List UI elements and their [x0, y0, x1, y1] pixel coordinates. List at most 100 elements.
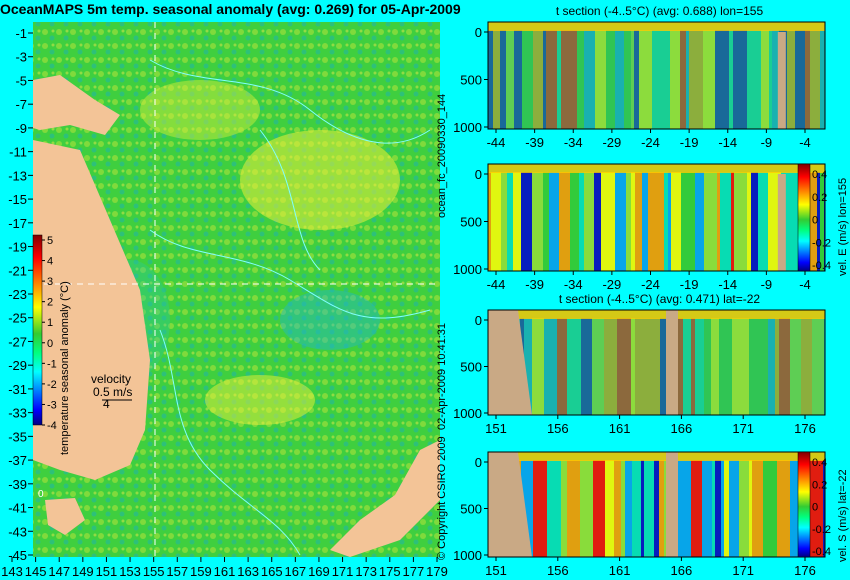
- section-x-tick-label: 166: [671, 421, 693, 436]
- section-x-tick-label: -24: [641, 277, 660, 292]
- section-x-tick-label: 156: [547, 563, 569, 578]
- section-column: [814, 460, 823, 557]
- date-label: 02-Apr-2009 10:41:31: [436, 323, 448, 430]
- section-x-tick-label: -19: [680, 277, 699, 292]
- section-column: [549, 172, 559, 271]
- copyright-label: © Copyright CSIRO 2009: [436, 436, 448, 560]
- section-column: [624, 30, 631, 129]
- lon-tick-label: 157: [166, 564, 188, 579]
- section-column: [703, 30, 715, 129]
- section-column: [745, 318, 749, 415]
- section-frame: [487, 309, 826, 416]
- lon-tick-label: 171: [332, 564, 354, 579]
- section-column: [724, 460, 729, 557]
- section-x-tick-label: 176: [794, 563, 816, 578]
- land-new-guinea: [33, 75, 120, 135]
- section-column: [671, 172, 681, 271]
- section-column: [561, 30, 567, 129]
- lat-tick-label: -23: [8, 287, 27, 302]
- section-column: [491, 172, 501, 271]
- lat-tick-label: -7: [15, 97, 27, 112]
- section-column: [654, 460, 659, 557]
- surface-band: [488, 310, 825, 319]
- section-x-tick-label: 166: [671, 563, 693, 578]
- section-column: [631, 172, 635, 271]
- section-x-tick-label: -4: [799, 135, 811, 150]
- section-column: [769, 30, 772, 129]
- lat-tick-label: -19: [8, 240, 27, 255]
- section-column: [747, 172, 751, 271]
- section-x-tick-label: -39: [525, 135, 544, 150]
- section-column: [763, 318, 768, 415]
- section-column: [732, 318, 745, 415]
- section-colorbar-tick: -0.2: [812, 237, 831, 249]
- map-colorbar: [32, 234, 43, 426]
- lon-tick-label: 151: [96, 564, 118, 579]
- lat-tick-label: -15: [8, 192, 27, 207]
- section-colorbar-tick: -0.4: [812, 260, 831, 272]
- colorbar-tick-label: -1: [47, 358, 57, 370]
- section-y-tick-label: 500: [460, 215, 482, 230]
- section-column: [680, 30, 686, 129]
- section-x-tick-label: -39: [525, 277, 544, 292]
- section-column: [695, 318, 704, 415]
- section-title: t section (-4..5°C) (avg: 0.471) lat=-22: [559, 292, 761, 306]
- section-column: [763, 460, 777, 557]
- lat-tick-label: -31: [8, 382, 27, 397]
- section-column: [513, 172, 521, 271]
- map-lon-axis: 143 145 147 149 151 153 155 157 159 161 163 165 167 1…: [1, 557, 448, 579]
- section-column: [731, 172, 734, 271]
- section-colorbar-label: vel. E (m/s) lon=155: [837, 178, 849, 276]
- section-column: [681, 172, 695, 271]
- section-column: [493, 30, 500, 129]
- section-x-tick-label: -9: [761, 135, 773, 150]
- section-x-tick-label: 176: [794, 421, 816, 436]
- lon-tick-label: 155: [143, 564, 165, 579]
- section-colorbar-tick: 0.4: [812, 457, 827, 469]
- colorbar-tick-label: 4: [47, 256, 53, 268]
- colorbar-tick-label: -2: [47, 379, 57, 391]
- lat-tick-label: -9: [15, 121, 27, 136]
- section-column: [559, 172, 570, 271]
- section-colorbar-tick: 0.2: [812, 479, 827, 491]
- land-new-zealand: [330, 440, 440, 557]
- section-column: [787, 30, 795, 129]
- map-panel: 5 4 3 2 1 0 -1 -2 -3 -4 temperature seasonal anom…: [32, 22, 440, 557]
- colorbar-tick-label: 0: [47, 338, 53, 350]
- section-y-tick-label: 1000: [453, 406, 482, 421]
- lat-tick-label: -37: [8, 453, 27, 468]
- lon-tick-label: 165: [261, 564, 283, 579]
- section-column: [522, 30, 533, 129]
- contour-line: [259, 129, 321, 271]
- section-column: [758, 172, 768, 271]
- section-column: [823, 460, 825, 557]
- section-x-tick-label: 171: [732, 421, 754, 436]
- section-panel: 0 500 1000 -44 -39 -34 -29 -24 -19 -14 -9 -4 0.4 0.2 0…: [453, 163, 849, 292]
- warm-patch: [140, 80, 260, 140]
- velocity-count: 4: [103, 397, 110, 411]
- map-colorbar-ticks: 5 4 3 2 1 0 -1 -2 -3 -4: [42, 235, 57, 432]
- section-column: [606, 30, 615, 129]
- section-column: [704, 318, 711, 415]
- lat-tick-label: -1: [15, 26, 27, 41]
- warm-patch: [240, 130, 400, 230]
- section-column: [664, 172, 668, 271]
- section-column: [689, 30, 703, 129]
- section-column: [543, 172, 549, 271]
- section-column: [805, 30, 810, 129]
- section-column: [617, 318, 631, 415]
- land-australia: [33, 140, 150, 480]
- section-column: [580, 460, 593, 557]
- surface-band: [488, 164, 825, 173]
- section-column: [704, 172, 717, 271]
- section-x-tick-label: -4: [799, 277, 811, 292]
- section-x-tick-label: -14: [718, 135, 737, 150]
- section-frame: [487, 451, 826, 558]
- island-label: 0: [38, 489, 44, 500]
- section-column: [546, 30, 557, 129]
- land-mask: [488, 452, 532, 557]
- section-column: [790, 460, 801, 557]
- land-mask: [488, 310, 532, 415]
- section-column: [592, 318, 604, 415]
- section-colorbar-tick: -0.2: [812, 524, 831, 536]
